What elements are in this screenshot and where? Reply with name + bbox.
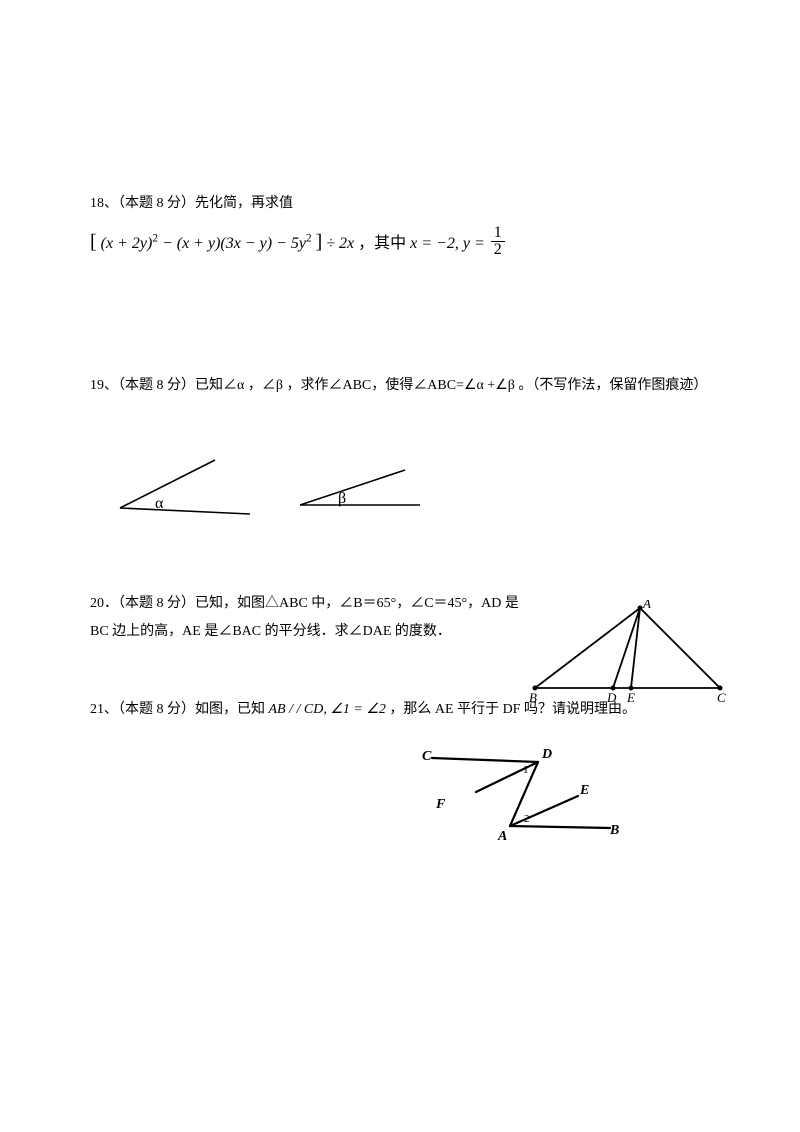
label-B: B	[609, 823, 619, 838]
rbracket: ]	[316, 231, 323, 253]
problem-20-label: 20．（本题 8 分）已知，如图△ABC 中，∠B＝65°，∠C＝45°，AD …	[90, 590, 520, 646]
segment-AB	[510, 826, 610, 828]
problem-19-label: 19、（本题 8 分）已知∠α ，∠β ，求作∠ABC，使得∠ABC=∠α +∠…	[90, 372, 710, 400]
lbracket: [	[90, 231, 97, 253]
angle-1: 1	[523, 764, 529, 776]
problem-18: 18、（本题 8 分）先化简，再求值 [ (x + 2y)2 − (x + y)…	[90, 190, 710, 262]
label-E: E	[579, 783, 589, 798]
beta-label: β	[338, 490, 346, 507]
problem-21-label: 21、（本题 8 分）如图，已知 AB / / CD, ∠1 = ∠2 ，那么 …	[90, 696, 710, 724]
label-A: A	[497, 829, 507, 844]
xval: x = −2, y =	[410, 235, 489, 252]
problem-18-label: 18、（本题 8 分）先化简，再求值	[90, 190, 710, 218]
label-C: C	[422, 749, 432, 764]
problem-19: 19、（本题 8 分）已知∠α ，∠β ，求作∠ABC，使得∠ABC=∠α +∠…	[90, 372, 710, 530]
triangle-svg: A B C D E	[525, 600, 740, 708]
problem-20: 20．（本题 8 分）已知，如图△ABC 中，∠B＝65°，∠C＝45°，AD …	[90, 590, 710, 646]
fraction-half: 1 2	[491, 225, 505, 258]
angles-svg: α β	[100, 450, 460, 530]
problem-21: 21、（本题 8 分）如图，已知 AB / / CD, ∠1 = ∠2 ，那么 …	[90, 696, 710, 855]
p21-post: ，那么 AE 平行于 DF 吗？请说明理由。	[386, 702, 636, 717]
angle-beta: β	[300, 470, 420, 507]
segment-CD	[432, 758, 538, 762]
angle-alpha: α	[120, 460, 250, 514]
expr1: (x + 2y)2 − (x + y)(3x − y) − 5y2	[101, 235, 316, 252]
exam-page: 18、（本题 8 分）先化简，再求值 [ (x + 2y)2 − (x + y)…	[0, 0, 800, 965]
angle-diagrams: α β	[100, 450, 710, 530]
label-C: C	[717, 690, 726, 705]
label-D: D	[541, 747, 552, 762]
label-A: A	[642, 600, 651, 611]
alpha-label: α	[155, 495, 164, 512]
label-F: F	[435, 797, 446, 812]
triangle-ABC	[535, 608, 720, 688]
segment-DF	[476, 762, 538, 792]
problem-18-formula: [ (x + 2y)2 − (x + y)(3x − y) − 5y2 ] ÷ …	[90, 222, 710, 262]
div2x: ÷ 2x	[326, 235, 354, 252]
problem-21-diagram: C D F A B E 1 2	[410, 744, 710, 855]
where: ，其中	[358, 235, 410, 252]
zshape-svg: C D F A B E 1 2	[410, 744, 625, 844]
frac-num: 1	[491, 225, 505, 242]
angle-2: 2	[524, 813, 530, 825]
point-A	[638, 606, 643, 611]
frac-den: 2	[491, 242, 505, 258]
p21-pre: 21、（本题 8 分）如图，已知	[90, 702, 269, 717]
p21-math: AB / / CD, ∠1 = ∠2	[269, 702, 386, 717]
